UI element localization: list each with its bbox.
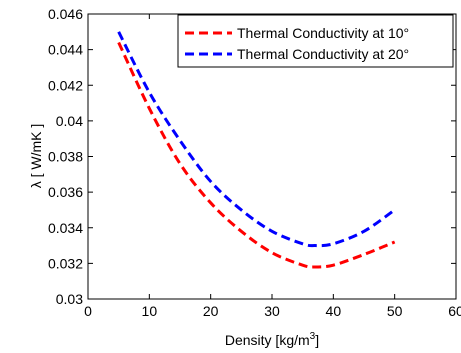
series-line-1 (117, 31, 396, 248)
y-tick-label: 0.034 (48, 220, 83, 236)
y-tick-label: 0.044 (48, 42, 83, 58)
x-tick-label: 30 (264, 303, 280, 319)
y-tick-label: 0.04 (56, 113, 83, 129)
x-tick-labels: 0 10 20 30 40 50 60 (84, 303, 461, 319)
legend-box (177, 14, 454, 68)
legend: Thermal Conductivity at 10° Thermal Cond… (177, 14, 454, 68)
y-tick-label: 0.042 (48, 77, 83, 93)
y-tick-label: 0.046 (48, 6, 83, 22)
y-tick-label: 0.036 (48, 184, 83, 200)
y-tick-label: 0.038 (48, 149, 83, 165)
x-tick-label: 0 (84, 303, 92, 319)
series-lines (117, 31, 396, 269)
legend-label-20: Thermal Conductivity at 20° (237, 46, 409, 62)
series-line-0 (117, 41, 396, 269)
x-tick-label: 60 (448, 303, 461, 319)
y-tick-labels: 0.03 0.032 0.034 0.036 0.038 0.04 0.042 0.044 0.… (48, 6, 83, 307)
x-tick-label: 10 (142, 303, 158, 319)
x-tick-label: 50 (387, 303, 403, 319)
x-tick-label: 40 (326, 303, 342, 319)
y-tick-label: 0.032 (48, 255, 83, 271)
x-tick-label: 20 (203, 303, 219, 319)
legend-label-10: Thermal Conductivity at 10° (237, 25, 409, 41)
y-tick-label: 0.03 (56, 291, 83, 307)
y-axis-label: λ [ W/mK ] (28, 124, 44, 189)
x-axis-label: Density [kg/m3] (225, 331, 319, 348)
